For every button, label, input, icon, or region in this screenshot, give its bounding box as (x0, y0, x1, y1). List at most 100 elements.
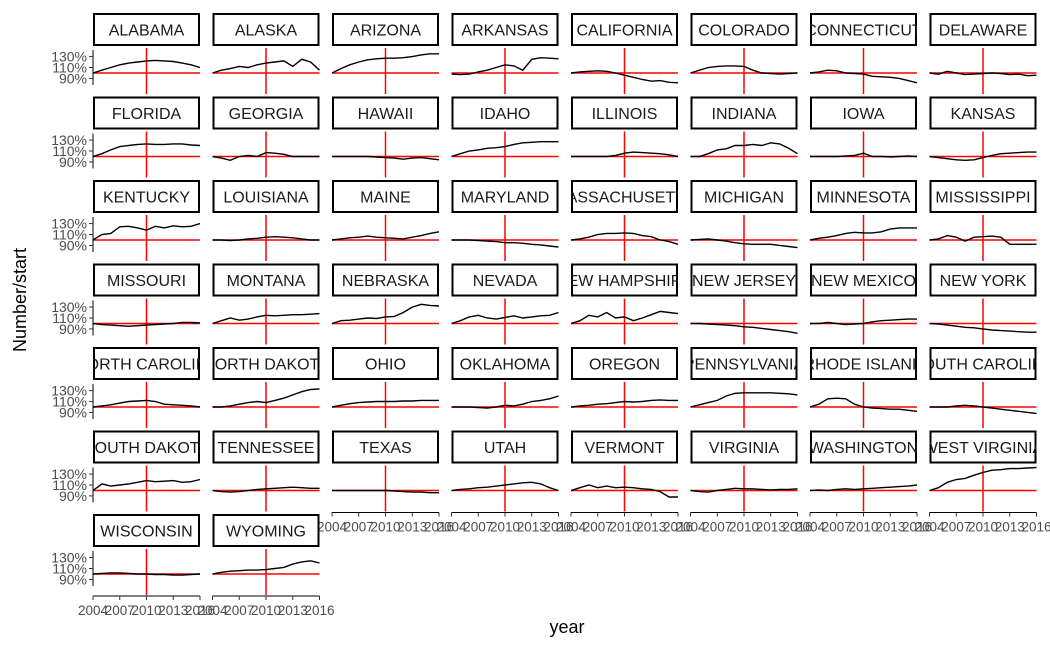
x-tick-label: 2013 (756, 520, 786, 535)
facet-label: CONNECTICUT (805, 23, 922, 40)
x-tick-label: 2016 (304, 603, 334, 618)
x-tick-label: 2004 (197, 603, 228, 618)
x-tick-label: 2004 (436, 520, 467, 535)
facet-label: MISSOURI (107, 273, 186, 290)
series-line (212, 151, 320, 162)
facet-label: ALASKA (235, 23, 298, 40)
facet-strip (93, 180, 200, 213)
facet-label: GEORGIA (229, 106, 304, 123)
facet-panel: MAINE (331, 180, 440, 261)
y-tick-label: 130% (51, 49, 87, 65)
x-tick-label: 2007 (344, 520, 374, 535)
facet-strip (690, 263, 798, 297)
facet-panel: NORTH DAKOTA (212, 347, 320, 428)
facet-panel: ALABAMA 90%110%130% (51, 13, 201, 94)
facet-label: NEBRASKA (342, 273, 429, 290)
series-line (451, 239, 559, 248)
facet-panel: MINNESOTA (809, 180, 917, 261)
x-tick-label: 2010 (490, 520, 520, 535)
facet-label: MAINE (360, 190, 411, 207)
facet-label: ALABAMA (109, 23, 185, 40)
facet-strip (929, 180, 1037, 213)
x-tick-label: 2010 (848, 520, 878, 535)
facet-label: KANSAS (951, 106, 1016, 123)
facet-label: KENTUCKY (103, 190, 190, 207)
facet-label: MASSACHUSETTS (553, 190, 695, 207)
series-line (929, 404, 1037, 415)
facet-strip (451, 96, 559, 130)
facet-label: VIRGINIA (709, 440, 780, 457)
facet-label: HAWAII (358, 106, 414, 123)
facet-strip (929, 263, 1037, 297)
series-line (212, 560, 320, 575)
facet-strip (212, 13, 320, 46)
y-axis-title: Number/start (10, 248, 30, 352)
series-line (809, 484, 918, 492)
series-line (92, 478, 201, 492)
facet-strip (571, 347, 678, 380)
x-tick-label: 2010 (370, 520, 400, 535)
facet-label: NEW MEXICO (811, 273, 916, 290)
facet-strip (332, 180, 439, 213)
series-line (570, 310, 679, 325)
facet-panel: MASSACHUSETTS (553, 180, 695, 261)
y-tick-label: 110% (52, 477, 87, 493)
facet-label: MARYLAND (461, 190, 550, 207)
facet-label: OREGON (589, 357, 660, 374)
facet-panel: MISSISSIPPI (929, 180, 1037, 261)
facet-label: DELAWARE (939, 23, 1028, 40)
facet-panel: INDIANA (690, 96, 798, 178)
facet-label: ARKANSAS (461, 23, 548, 40)
x-tick-label: 2016 (185, 603, 215, 618)
facet-strip (332, 13, 439, 46)
facet-label: OKLAHOMA (460, 357, 551, 374)
facet-panel: DELAWARE (929, 13, 1037, 94)
series-line (212, 312, 320, 325)
x-tick-label: 2016 (424, 520, 454, 535)
facet-label: IDAHO (480, 106, 531, 123)
series-line (929, 466, 1037, 492)
facet-strip (451, 13, 559, 46)
series-line (92, 59, 201, 74)
facet-panel: MONTANA (212, 263, 320, 345)
series-line (212, 388, 320, 408)
x-tick-label: 2010 (968, 520, 998, 535)
x-tick-label: 2010 (729, 520, 759, 535)
facet-panel: OKLAHOMA (451, 347, 559, 428)
x-tick-label: 2016 (543, 520, 573, 535)
facet-panel: OREGON (570, 347, 678, 428)
facet-strip (929, 430, 1037, 464)
series-line (690, 65, 798, 75)
series-line (331, 231, 440, 241)
facet-panel: FLORIDA 90%110%130% (51, 96, 201, 178)
series-line (570, 399, 678, 408)
facet-strip (212, 514, 320, 547)
facet-strip (690, 180, 798, 213)
facet-strip (212, 347, 320, 380)
facet-panel: NEBRASKA (331, 263, 440, 345)
facet-strip (451, 430, 559, 464)
y-tick-label: 90% (59, 70, 87, 86)
facet-panel: MICHIGAN (690, 180, 798, 261)
facet-strip (93, 347, 200, 380)
series-line (451, 395, 559, 409)
y-tick-label: 130% (51, 299, 87, 315)
facet-strip (690, 347, 798, 380)
series-line (690, 392, 798, 408)
facet-panel: SOUTH DAKOTA 90%110%130% (51, 430, 201, 512)
facet-strip (93, 13, 200, 46)
series-line (690, 238, 798, 249)
y-tick-label: 90% (59, 488, 87, 504)
facet-strip (332, 347, 439, 380)
facet-label: NEW YORK (940, 273, 1027, 290)
facet-panel: ARKANSAS (451, 13, 559, 94)
facet-label: PENNSYLVANIA (684, 357, 805, 374)
facet-strip (571, 13, 678, 46)
facet-panel: NEW JERSEY (690, 263, 798, 345)
y-tick-label: 130% (51, 216, 87, 232)
y-tick-label: 110% (52, 143, 87, 159)
